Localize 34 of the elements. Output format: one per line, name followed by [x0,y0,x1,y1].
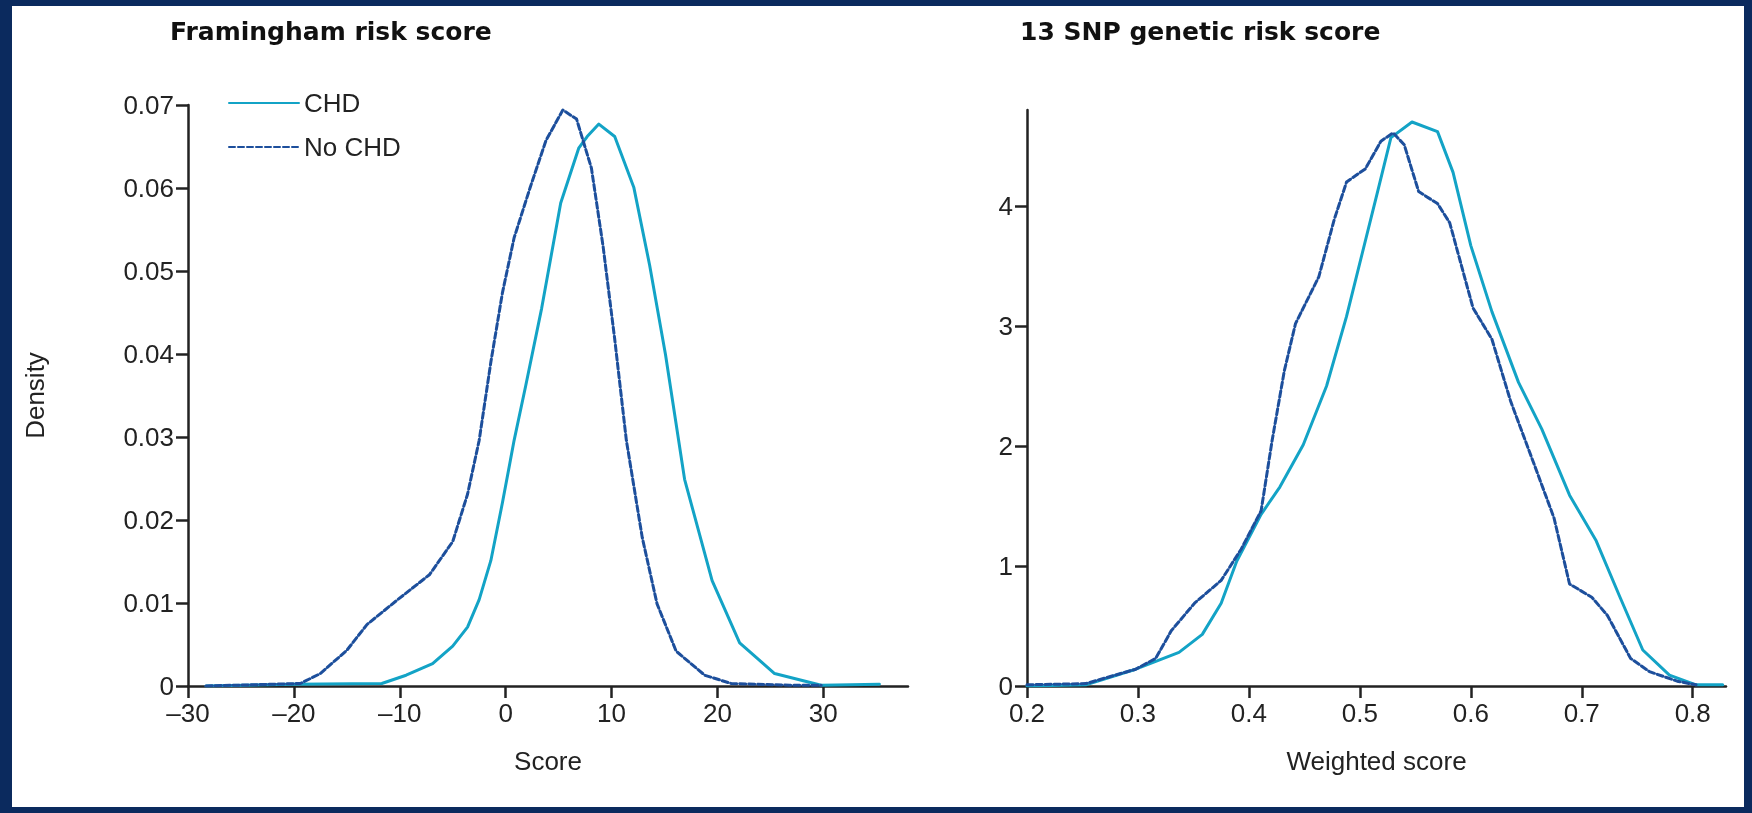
y-tick-label: 0.05 [123,256,174,286]
x-tick-label: 0.5 [1341,698,1378,728]
x-tick-label: 30 [808,698,838,728]
y-tick-label: 0.06 [123,173,174,203]
x-axis-title: Weighted score [1286,746,1467,776]
y-tick-label: 0.01 [123,588,174,618]
x-tick-label: 0.8 [1674,698,1711,728]
y-tick-label: 0.03 [123,422,174,452]
y-tick-label: 0 [159,671,174,701]
x-tick-label: 10 [597,698,626,728]
x-tick-label: –10 [378,698,422,728]
y-tick-label: 0.04 [123,339,174,369]
chart-title: Framingham risk score [170,17,492,46]
x-tick-label: 0.3 [1119,698,1157,728]
x-tick-label: 0.2 [1008,698,1046,728]
y-tick-label: 0 [998,671,1013,701]
y-tick-label: 2 [998,431,1013,461]
x-tick-label: 20 [702,698,732,728]
y-tick-label: 1 [998,551,1013,581]
x-axis-title: Score [514,746,582,776]
x-tick-label: 0 [498,698,513,728]
y-tick-label: 3 [998,311,1013,341]
y-tick-label: 4 [998,191,1013,221]
legend-label: No CHD [304,132,401,162]
x-tick-label: –30 [166,698,210,728]
x-tick-label: 0.4 [1230,698,1267,728]
y-axis-title: Density [20,352,50,439]
x-tick-label: 0.7 [1563,698,1600,728]
y-tick-label: 0.02 [123,505,174,535]
x-tick-label: 0.6 [1452,698,1489,728]
x-tick-label: –20 [272,698,316,728]
chart-title: 13 SNP genetic risk score [1020,17,1381,46]
y-tick-label: 0.07 [123,90,174,120]
legend-label: CHD [304,88,361,118]
